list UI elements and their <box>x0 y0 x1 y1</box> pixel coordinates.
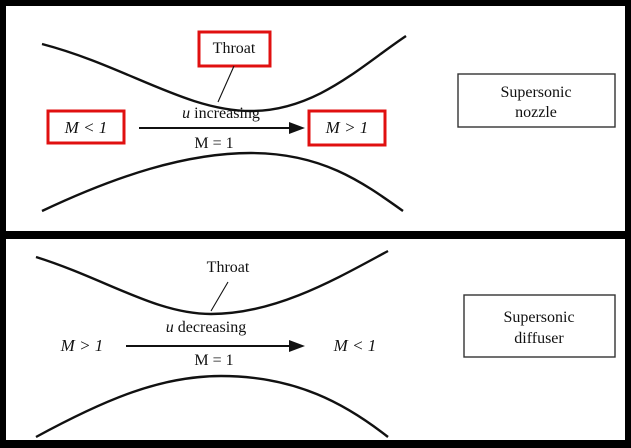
nozzle-panel: Throat u increasing M = 1 M < 1 M > 1 Su… <box>6 6 625 231</box>
throat-highlight-box <box>197 30 272 68</box>
diffuser-outlet-mach: M < 1 <box>333 336 377 355</box>
nozzle-diagram: Throat u increasing M = 1 M < 1 M > 1 Su… <box>41 30 616 213</box>
diffuser-type-line2: diffuser <box>514 330 564 347</box>
nozzle-type-box <box>457 73 616 128</box>
diffuser-upper-wall <box>35 249 389 316</box>
nozzle-throat-mach: M = 1 <box>194 135 233 152</box>
diffuser-throat-label: Throat <box>207 259 250 276</box>
nozzle-inlet-mach: M < 1 <box>64 118 108 137</box>
nozzle-outlet-mach: M > 1 <box>325 118 369 137</box>
diffuser-flow-text: u decreasing <box>166 319 246 336</box>
nozzle-type-line2: nozzle <box>515 104 557 121</box>
diffuser-arrow-head <box>289 340 305 352</box>
diffuser-throat-leader <box>210 281 229 312</box>
diffuser-throat-mach: M = 1 <box>194 352 233 369</box>
nozzle-throat-label: Throat <box>213 40 256 57</box>
nozzle-lower-wall <box>41 151 404 213</box>
diffuser-diagram: Throat u decreasing M = 1 M > 1 M < 1 Su… <box>35 249 616 439</box>
diffuser-type-line1: Supersonic <box>503 309 574 326</box>
nozzle-upper-wall <box>41 35 407 113</box>
diffuser-inlet-mach: M > 1 <box>60 336 104 355</box>
diffuser-type-box <box>463 294 616 358</box>
outlet-mach-highlight-box <box>307 109 387 147</box>
inlet-mach-highlight-box <box>46 109 126 145</box>
nozzle-arrow-head <box>289 122 305 134</box>
nozzle-type-line1: Supersonic <box>500 84 571 101</box>
diffuser-lower-wall <box>35 374 389 439</box>
nozzle-throat-leader <box>217 65 235 103</box>
nozzle-flow-text: u increasing <box>182 105 260 122</box>
diffuser-panel: Throat u decreasing M = 1 M > 1 M < 1 Su… <box>6 239 625 440</box>
